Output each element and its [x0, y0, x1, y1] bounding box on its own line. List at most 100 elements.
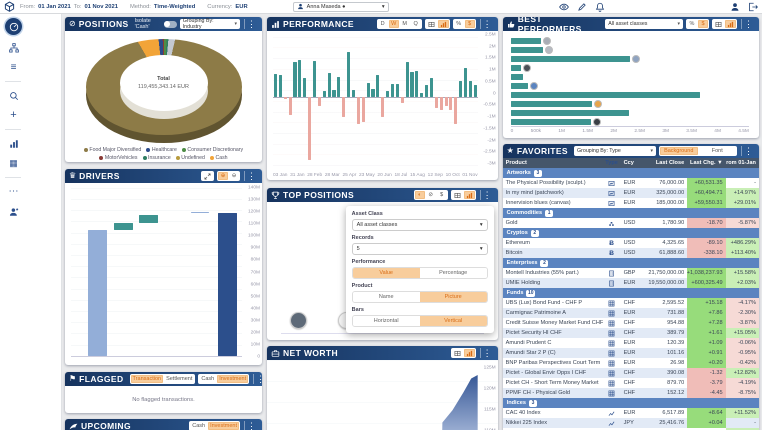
period-quarter-button[interactable]: Q [413, 21, 418, 27]
column-header-4[interactable]: Last Chg. ▼ [690, 160, 723, 166]
font-toggle[interactable]: Font [711, 148, 723, 154]
performance-bar[interactable] [327, 73, 331, 98]
best-performer-row[interactable] [510, 110, 749, 117]
table-row[interactable]: In my mind (patchwork) EUR 325,000.00 +60,4… [502, 188, 759, 198]
kebab-menu-icon[interactable]: ⋮ [244, 19, 258, 29]
isolate-cash-toggle[interactable] [163, 20, 177, 28]
kebab-menu-icon[interactable]: ⋮ [244, 421, 258, 430]
performance-bar[interactable] [283, 97, 287, 100]
kebab-menu-icon[interactable]: ⋮ [479, 348, 494, 358]
vertical-option[interactable]: Vertical [419, 316, 487, 326]
table-view-button[interactable] [426, 20, 437, 28]
best-performer-row[interactable] [510, 100, 749, 109]
period-day-button[interactable]: D [380, 21, 385, 27]
table-row[interactable]: UBS (Lux) Bond Fund - CHF P CHF 2,595.52 +1… [502, 298, 759, 308]
net-worth-chart[interactable]: 125M120M115M110M105M100M [267, 360, 498, 430]
dollar-unit-button[interactable]: $ [697, 20, 708, 28]
value-mode-button[interactable]: $ [440, 192, 444, 198]
performance-bar[interactable] [454, 97, 458, 125]
table-view-button[interactable] [713, 20, 724, 28]
investment-toggle[interactable]: Investment [217, 375, 249, 383]
performance-bar[interactable] [303, 78, 307, 98]
performance-bar[interactable] [405, 62, 409, 98]
legend-item[interactable]: Undefined [175, 155, 205, 161]
table-row[interactable]: Pictet Security HI CHF CHF 389.79 +1.61 +15.… [502, 328, 759, 338]
best-performer-row[interactable] [510, 63, 749, 72]
best-performer-row[interactable] [510, 54, 749, 63]
sidebar-item-list[interactable]: ≡ [5, 60, 22, 75]
table-row[interactable]: Nikkei 225 Index JPY 25,416.76 +0.04 - [502, 418, 759, 428]
investment-toggle[interactable]: Investment [208, 422, 239, 430]
sidebar-item-calculator[interactable]: ▦ [5, 156, 22, 171]
performance-bar[interactable] [386, 91, 390, 98]
performance-bar[interactable] [351, 90, 356, 98]
best-performer-row[interactable] [510, 73, 749, 80]
performance-bar[interactable] [278, 74, 282, 98]
performance-bar[interactable] [322, 91, 326, 98]
sidebar-item-dashboard[interactable] [5, 18, 22, 35]
sidebar-item-analytics[interactable] [5, 136, 22, 151]
user-select[interactable]: Anna Maseda ● ▾ [292, 1, 389, 12]
performance-bar[interactable] [376, 74, 380, 98]
table-row[interactable]: Montell Industries (55% part.) GBP 21,750,… [502, 268, 759, 278]
performance-bar[interactable] [332, 90, 336, 98]
drivers-plot[interactable] [71, 188, 242, 357]
table-row[interactable]: Ethereum Ƀ USD 4,325.65 -89.10 +486.29% [502, 238, 759, 248]
period-week-button[interactable]: W [388, 20, 399, 28]
records-select[interactable]: 5 ▾ [351, 243, 488, 255]
performance-bar[interactable] [415, 70, 419, 98]
eye-icon[interactable] [559, 2, 569, 12]
chart-view-button[interactable] [463, 191, 475, 199]
table-row[interactable]: PPMF CH - Physical Gold CHF 152.12 -4.45 -8.… [502, 388, 759, 398]
name-option[interactable]: Name [352, 292, 420, 302]
best-performer-row[interactable] [510, 118, 749, 127]
performance-bar[interactable] [366, 82, 370, 98]
performance-bar[interactable] [337, 77, 341, 98]
value-option[interactable]: Value [352, 268, 420, 278]
performance-bar[interactable] [390, 84, 395, 98]
legend-item[interactable]: MotorVehicles [99, 155, 138, 161]
performance-bar[interactable] [361, 97, 365, 122]
kebab-menu-icon[interactable]: ⋮ [253, 374, 262, 384]
performance-bar[interactable] [317, 97, 321, 107]
best-performer-row[interactable] [510, 45, 749, 54]
table-row[interactable]: Pictet CH - Short Term Money Market CHF 87… [502, 378, 759, 388]
performance-bar[interactable] [434, 97, 438, 109]
transaction-toggle[interactable]: Transaction [130, 375, 164, 383]
to-value[interactable]: 01 Nov 2021 [84, 3, 118, 10]
performance-bar[interactable] [459, 80, 463, 98]
group-row[interactable]: Indices 3 [502, 398, 759, 408]
table-row[interactable]: Amundi Prudent C EUR 120.39 +1.09 -0.06% [502, 338, 759, 348]
percent-unit-button[interactable]: % [456, 21, 462, 27]
table-view-button[interactable] [452, 349, 463, 357]
sidebar-item-hierarchy[interactable] [5, 40, 22, 55]
exclude-mode-button[interactable]: ⊘ [428, 192, 433, 198]
from-value[interactable]: 01 Jan 2021 [38, 3, 71, 10]
performance-bar[interactable] [429, 78, 433, 98]
table-row[interactable]: UMIE Holding EUR 19,550,000.00 +600,325.49 +… [502, 278, 759, 288]
kebab-menu-icon[interactable]: ⋮ [479, 19, 494, 29]
performance-bar[interactable] [439, 97, 443, 110]
table-row[interactable]: Credit Suisse Money Market Fund CHF CHF 95… [502, 318, 759, 328]
percentage-option[interactable]: Percentage [419, 268, 487, 278]
table-row[interactable]: Amundi Star 2 P (C) EUR 101.16 +0.91 -0.95% [502, 348, 759, 358]
period-month-button[interactable]: M [402, 21, 407, 27]
legend-item[interactable]: Food Major Diversified [83, 147, 141, 153]
performance-bar[interactable] [449, 97, 453, 110]
asset-class-select[interactable]: All asset classes ▾ [351, 219, 488, 231]
performance-bar[interactable] [274, 74, 278, 98]
table-row[interactable]: Innervision blues (canvas) EUR 185,000.00 +… [502, 198, 759, 208]
performance-bar[interactable] [420, 92, 424, 98]
performance-bar[interactable] [444, 97, 448, 106]
sidebar-item-advisor[interactable] [5, 204, 22, 219]
waterfall-bar[interactable] [139, 215, 159, 224]
performance-bar[interactable] [425, 85, 429, 98]
best-performer-row[interactable] [510, 92, 749, 99]
legend-item[interactable]: Cash [209, 155, 228, 161]
picture-option[interactable]: Picture [419, 292, 487, 302]
group-row[interactable]: Funds 10 [502, 288, 759, 298]
currency-value[interactable]: EUR [235, 3, 248, 10]
table-row[interactable]: S&P 20 City Comp Home PriceUSD272.34-+15… [502, 428, 759, 430]
group-row[interactable]: Cryptos 2 [502, 228, 759, 238]
sidebar-item-search[interactable] [5, 88, 22, 103]
